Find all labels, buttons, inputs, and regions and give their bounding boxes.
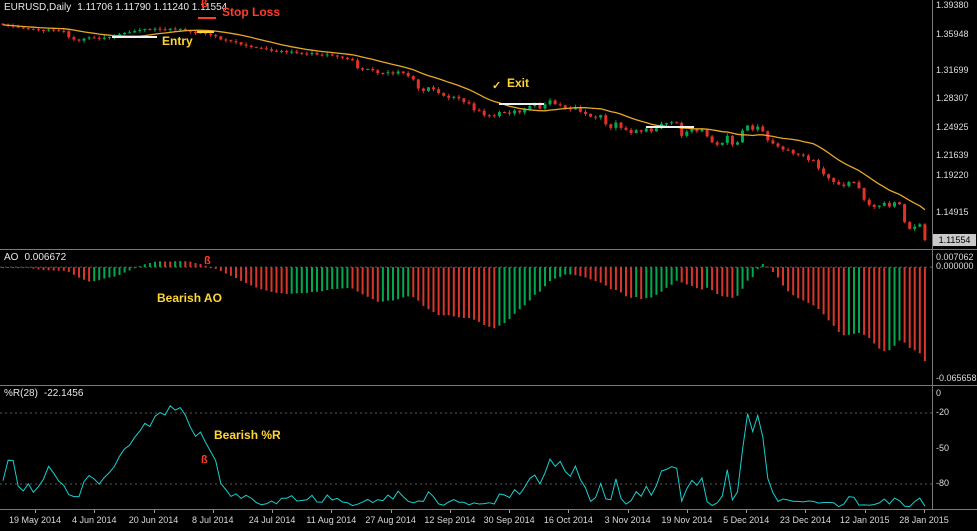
price-scale-divider — [932, 0, 933, 509]
entry-label: Entry — [162, 34, 193, 48]
candles — [1, 23, 927, 242]
price-scale-label: 1.28307 — [936, 93, 969, 104]
exit-label: Exit — [507, 76, 530, 90]
ao-indicator-name: AO — [4, 252, 19, 263]
date-axis-tick — [746, 510, 748, 513]
date-axis-tick — [686, 510, 688, 513]
wpr-indicator-name: %R(28) — [4, 388, 38, 399]
ao-bars — [2, 261, 926, 362]
date-axis-tick — [864, 510, 866, 513]
wpr-line — [2, 405, 926, 508]
wpr-scale-label: 0 — [936, 388, 942, 398]
date-axis-label: 16 Oct 2014 — [543, 515, 593, 525]
price-scale-label: 1.21639 — [936, 149, 969, 160]
wpr-signal-marker-icon: ß — [201, 454, 208, 466]
date-axis-label: 12 Sep 2014 — [424, 515, 476, 525]
date-axis-tick — [627, 510, 629, 513]
price-scale-label: 1.31699 — [936, 64, 969, 75]
date-axis-tick — [153, 510, 155, 513]
date-axis-tick — [449, 510, 451, 513]
candlestick-chart[interactable] — [0, 0, 932, 249]
date-axis-tick — [212, 510, 214, 513]
wpr-scale-label: -20 — [936, 407, 950, 418]
date-axis-label: 27 Aug 2014 — [365, 515, 416, 525]
date-axis-label: 5 Dec 2014 — [723, 515, 770, 525]
price-panel[interactable]: EURUSD,Daily 1.11706 1.11790 1.11240 1.11… — [0, 0, 977, 249]
bearish-ao-label: Bearish AO — [157, 291, 222, 305]
ao-indicator-value: 0.006672 — [24, 252, 67, 263]
ao-panel-header: AO 0.006672 — [4, 252, 66, 263]
date-axis[interactable]: 19 May 2014 4 Jun 2014 20 Jun 2014 8 Jul 20… — [0, 509, 977, 531]
date-axis-tick — [35, 510, 36, 513]
date-axis-tick — [568, 510, 570, 513]
price-scale-label: 1.39380 — [936, 0, 969, 10]
ao-scale-label: 0.000000 — [936, 261, 974, 272]
stop-loss-label: Stop Loss — [222, 5, 281, 19]
bearish-wpr-label: Bearish %R — [214, 428, 281, 442]
ao-indicator-panel[interactable]: AO 0.006672 Bearish AO ß — [0, 249, 977, 385]
price-scale-label: 1.19220 — [936, 170, 969, 181]
date-axis-tick — [924, 510, 925, 513]
wpr-line-chart[interactable] — [0, 387, 932, 510]
date-axis-tick — [94, 510, 96, 513]
date-axis-label: 19 May 2014 — [8, 515, 62, 525]
date-axis-tick — [805, 510, 807, 513]
wpr-indicator-panel[interactable]: %R(28) -22.1456 Bearish %R ß — [0, 385, 977, 509]
stop-loss-marker-icon: ß — [201, 0, 208, 10]
ma-line — [2, 24, 926, 211]
ao-histogram[interactable] — [0, 251, 932, 386]
price-scale-label: 1.14915 — [936, 206, 969, 217]
date-axis-label: 12 Jan 2015 — [839, 515, 890, 525]
wpr-scale-label: -80 — [936, 477, 950, 488]
date-axis-tick — [331, 510, 333, 513]
exit-check-icon: ✓ — [492, 80, 502, 92]
wpr-indicator-value: -22.1456 — [43, 388, 84, 399]
date-axis-label: 19 Nov 2014 — [661, 515, 713, 525]
date-axis-tick — [272, 510, 274, 513]
wpr-panel-header: %R(28) -22.1456 — [4, 388, 83, 399]
date-axis-tick — [509, 510, 511, 513]
date-axis-label: 28 Jan 2015 — [899, 515, 949, 525]
date-axis-label: 30 Sep 2014 — [483, 515, 535, 525]
price-scale-label: 1.24925 — [936, 122, 969, 133]
date-axis-label: 24 Jul 2014 — [248, 515, 296, 525]
date-axis-label: 20 Jun 2014 — [128, 515, 179, 525]
symbol-timeframe-label: EURUSD,Daily — [4, 2, 72, 13]
ao-scale-label: -0.065658 — [936, 372, 977, 383]
price-panel-header: EURUSD,Daily 1.11706 1.11790 1.11240 1.11… — [4, 2, 227, 13]
date-axis-label: 3 Nov 2014 — [604, 515, 651, 525]
date-axis-label: 4 Jun 2014 — [71, 515, 117, 525]
wpr-scale-label: -50 — [936, 442, 950, 453]
ohlc-values: 1.11706 1.11790 1.11240 1.11554 — [77, 2, 228, 13]
ao-scale-label: 0.007062 — [936, 252, 974, 262]
date-axis-label: 8 Jul 2014 — [192, 515, 234, 525]
ao-signal-marker-icon: ß — [204, 255, 211, 267]
price-scale-label: 1.35948 — [936, 28, 969, 39]
date-axis-tick — [390, 510, 392, 513]
current-price-marker: 1.11554 — [933, 234, 976, 247]
date-axis-label: 11 Aug 2014 — [306, 515, 357, 525]
date-axis-label: 23 Dec 2014 — [779, 515, 831, 525]
